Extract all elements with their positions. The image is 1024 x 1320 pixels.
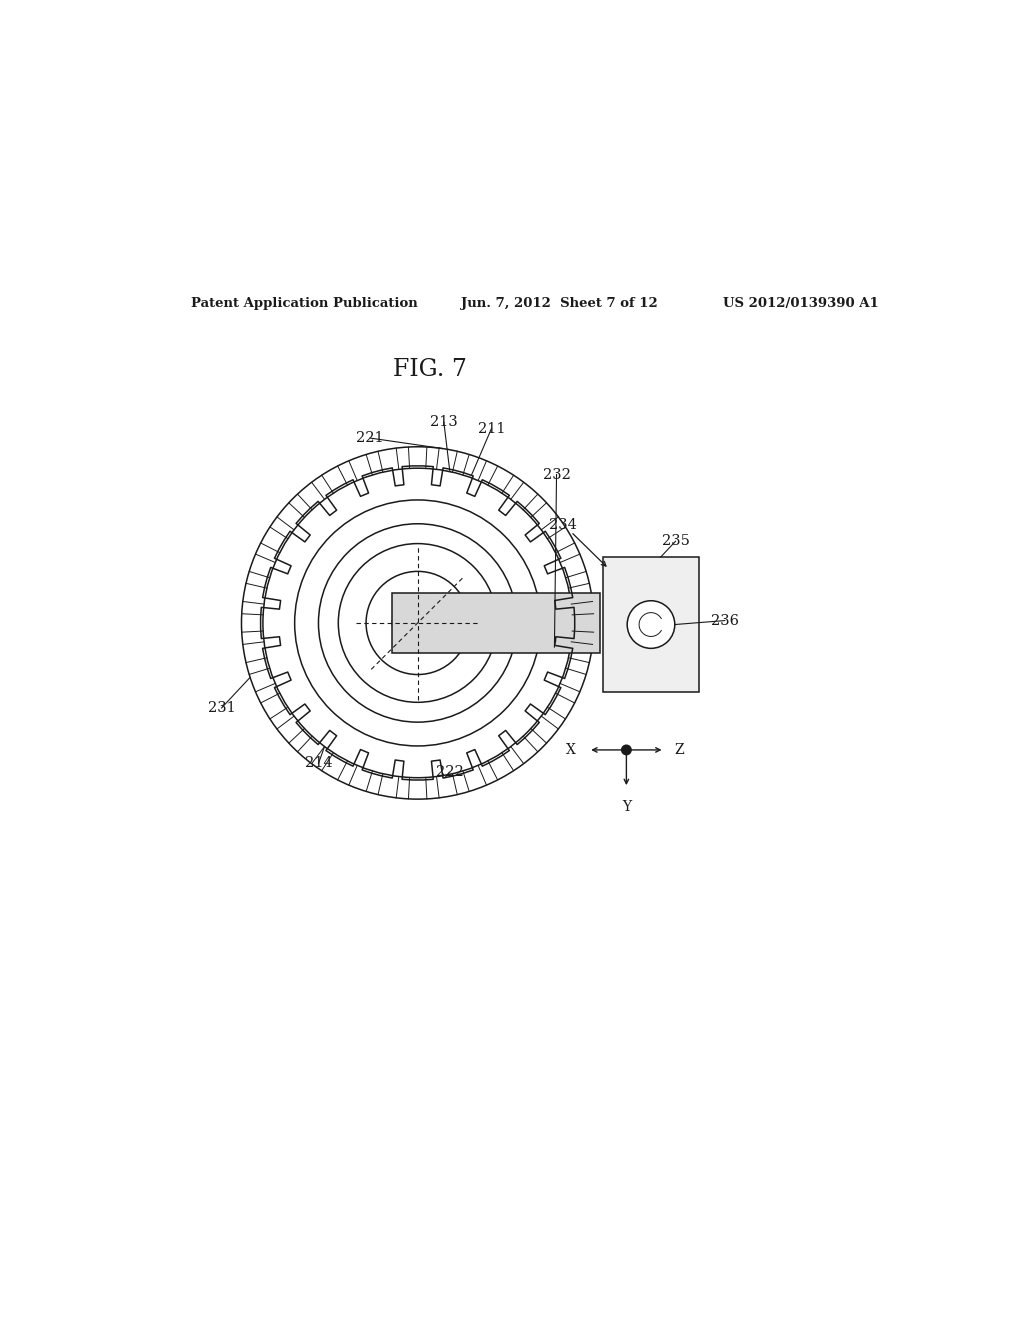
Text: 231: 231 <box>208 701 236 715</box>
Text: Patent Application Publication: Patent Application Publication <box>191 297 418 310</box>
Text: Jun. 7, 2012  Sheet 7 of 12: Jun. 7, 2012 Sheet 7 of 12 <box>461 297 658 310</box>
Text: 222: 222 <box>435 766 463 779</box>
Text: 232: 232 <box>543 467 570 482</box>
Text: FIG. 7: FIG. 7 <box>392 358 467 380</box>
Bar <box>602 557 699 692</box>
Circle shape <box>622 746 631 755</box>
Text: 234: 234 <box>549 519 577 532</box>
Text: 213: 213 <box>430 416 458 429</box>
Text: Z: Z <box>674 743 684 756</box>
Text: 221: 221 <box>356 432 384 445</box>
Text: Y: Y <box>622 800 631 814</box>
Circle shape <box>627 601 675 648</box>
Text: X: X <box>565 743 575 756</box>
Bar <box>392 593 600 653</box>
Text: 211: 211 <box>478 421 505 436</box>
Text: 214: 214 <box>305 756 332 771</box>
Text: US 2012/0139390 A1: US 2012/0139390 A1 <box>723 297 879 310</box>
Text: 236: 236 <box>711 614 738 627</box>
Text: 235: 235 <box>662 535 689 548</box>
